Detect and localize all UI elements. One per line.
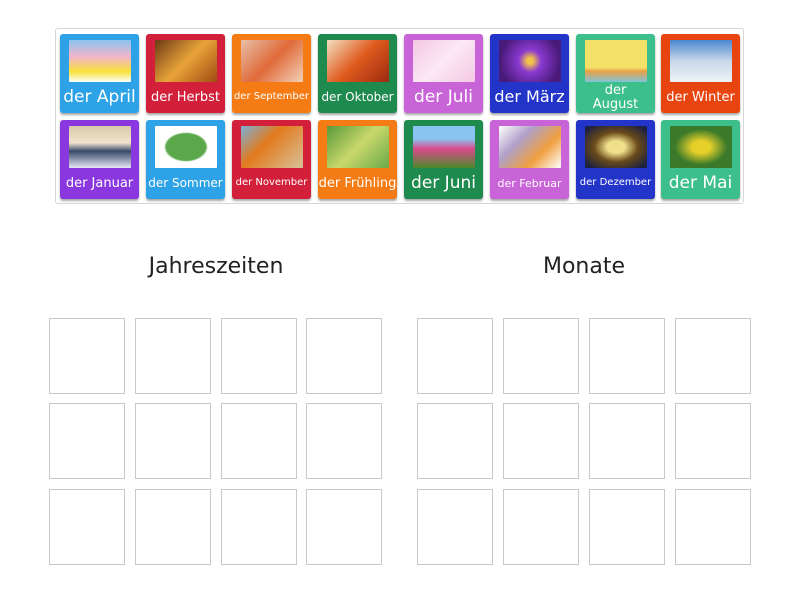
card-label: der März [494,87,565,107]
card-der-november[interactable]: der November [232,120,311,199]
card-image [326,126,389,168]
card-label: der August [592,82,639,112]
drop-slot-monate[interactable] [503,489,579,565]
card-der-mai[interactable]: der Mai [661,120,740,199]
drop-slot-jahreszeiten[interactable] [49,489,125,565]
card-der-frühling[interactable]: der Frühling [318,120,397,199]
card-label: der November [235,177,308,189]
card-label: der April [63,86,136,107]
card-tray [55,28,744,204]
card-der-september[interactable]: der September [232,34,311,113]
card-der-winter[interactable]: der Winter [661,34,740,113]
card-image [240,40,303,82]
card-image [498,126,561,168]
card-label: der Frühling [318,175,397,191]
card-der-juli[interactable]: der Juli [404,34,483,113]
drop-slot-monate[interactable] [675,403,751,479]
drop-slot-monate[interactable] [417,318,493,394]
group-title-monate: Monate [542,254,626,279]
drop-slot-monate[interactable] [417,403,493,479]
drop-slot-jahreszeiten[interactable] [221,318,297,394]
card-der-dezember[interactable]: der Dezember [576,120,655,199]
card-label: der Dezember [579,177,652,189]
card-image [68,126,131,168]
card-label: der Winter [666,89,735,105]
drop-slot-monate[interactable] [675,318,751,394]
drop-slot-jahreszeiten[interactable] [306,318,382,394]
card-image [669,40,732,82]
drop-slot-jahreszeiten[interactable] [221,403,297,479]
drop-slot-jahreszeiten[interactable] [135,489,211,565]
drop-slot-jahreszeiten[interactable] [306,489,382,565]
drop-slot-jahreszeiten[interactable] [221,489,297,565]
card-image [68,40,131,82]
card-label: der Mai [668,172,733,193]
drop-slot-jahreszeiten[interactable] [49,403,125,479]
card-label: der Juni [411,172,476,193]
card-der-juni[interactable]: der Juni [404,120,483,199]
drop-slot-monate[interactable] [503,403,579,479]
card-der-februar[interactable]: der Februar [490,120,569,199]
card-label: der Juli [414,86,473,107]
card-label: der Oktober [321,90,394,105]
drop-slot-monate[interactable] [503,318,579,394]
card-label: der Sommer [148,176,223,191]
card-der-sommer[interactable]: der Sommer [146,120,225,199]
card-image [584,40,647,82]
drop-slot-monate[interactable] [417,489,493,565]
drop-slot-monate[interactable] [589,489,665,565]
card-label: der Januar [65,175,134,191]
card-image [326,40,389,82]
card-der-januar[interactable]: der Januar [60,120,139,199]
card-der-april[interactable]: der April [60,34,139,113]
drop-slot-jahreszeiten[interactable] [135,403,211,479]
card-der-märz[interactable]: der März [490,34,569,113]
card-image [584,126,647,168]
card-label: der Herbst [151,89,220,105]
card-image [498,40,561,82]
card-der-oktober[interactable]: der Oktober [318,34,397,113]
card-image [154,40,217,82]
card-label: der September [233,91,310,103]
card-der-august[interactable]: der August [576,34,655,113]
drop-slot-monate[interactable] [589,403,665,479]
card-image [154,126,217,168]
drop-slot-jahreszeiten[interactable] [135,318,211,394]
card-image [412,40,475,82]
drop-slot-jahreszeiten[interactable] [49,318,125,394]
drop-slot-jahreszeiten[interactable] [306,403,382,479]
card-der-herbst[interactable]: der Herbst [146,34,225,113]
card-label: der Februar [497,176,562,190]
card-image [240,126,303,168]
drop-slot-monate[interactable] [675,489,751,565]
card-image [412,126,475,168]
card-image [669,126,732,168]
drop-slot-monate[interactable] [589,318,665,394]
group-title-jahreszeiten: Jahreszeiten [148,254,284,279]
